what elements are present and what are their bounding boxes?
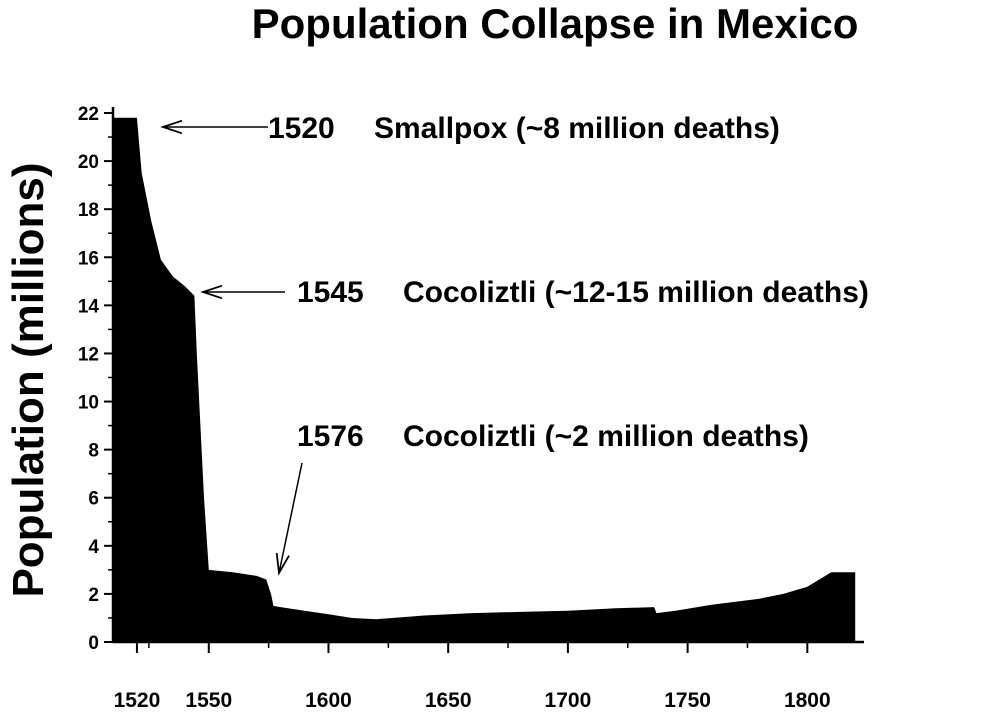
annotation-arrowhead bbox=[160, 119, 183, 135]
annotation-arrow bbox=[278, 462, 303, 574]
y-tick-label: 14 bbox=[78, 296, 100, 317]
y-tick-label: 10 bbox=[78, 393, 99, 414]
annotations: 1520 Smallpox (~8 million deaths) 1545 Coco… bbox=[160, 112, 869, 576]
y-tick-label: 12 bbox=[78, 344, 99, 365]
x-tick-label: 1750 bbox=[664, 689, 711, 712]
x-tick-label: 1700 bbox=[545, 689, 592, 712]
annotation-year: 1545 bbox=[297, 276, 364, 309]
population-area bbox=[113, 117, 856, 643]
y-tick-label: 20 bbox=[78, 152, 99, 173]
x-tick-label: 1600 bbox=[305, 689, 352, 712]
y-tick-label: 0 bbox=[88, 633, 99, 654]
annotation-year: 1576 bbox=[297, 420, 364, 453]
y-tick-label: 6 bbox=[88, 489, 99, 510]
y-tick-label: 2 bbox=[88, 585, 99, 606]
annotation-label: Cocoliztli (~12-15 million deaths) bbox=[403, 276, 869, 309]
tick-labels: 0 2 4 6 8 10 12 14 16 18 20 22 1520 1550 1600 1650 1700 1… bbox=[78, 104, 831, 712]
axis-layer bbox=[104, 107, 864, 653]
annotation-arrowhead bbox=[275, 552, 290, 576]
x-tick-label: 1650 bbox=[425, 689, 472, 712]
area-layer bbox=[113, 117, 856, 643]
y-tick-label: 22 bbox=[78, 104, 99, 125]
y-tick-label: 16 bbox=[78, 248, 99, 269]
y-tick-label: 18 bbox=[78, 200, 99, 221]
y-tick-label: 4 bbox=[88, 537, 99, 558]
annotation-year: 1520 bbox=[268, 112, 335, 145]
annotation-label: Cocoliztli (~2 million deaths) bbox=[403, 420, 809, 453]
x-tick-label: 1550 bbox=[185, 689, 232, 712]
x-tick-label: 1520 bbox=[114, 689, 161, 712]
y-axis-label: Population (millions) bbox=[4, 162, 53, 597]
annotation-label: Smallpox (~8 million deaths) bbox=[374, 112, 780, 145]
annotation-arrowhead bbox=[200, 284, 223, 300]
y-tick-label: 8 bbox=[88, 441, 99, 462]
chart-title: Population Collapse in Mexico bbox=[252, 0, 859, 47]
x-tick-label: 1800 bbox=[784, 689, 831, 712]
